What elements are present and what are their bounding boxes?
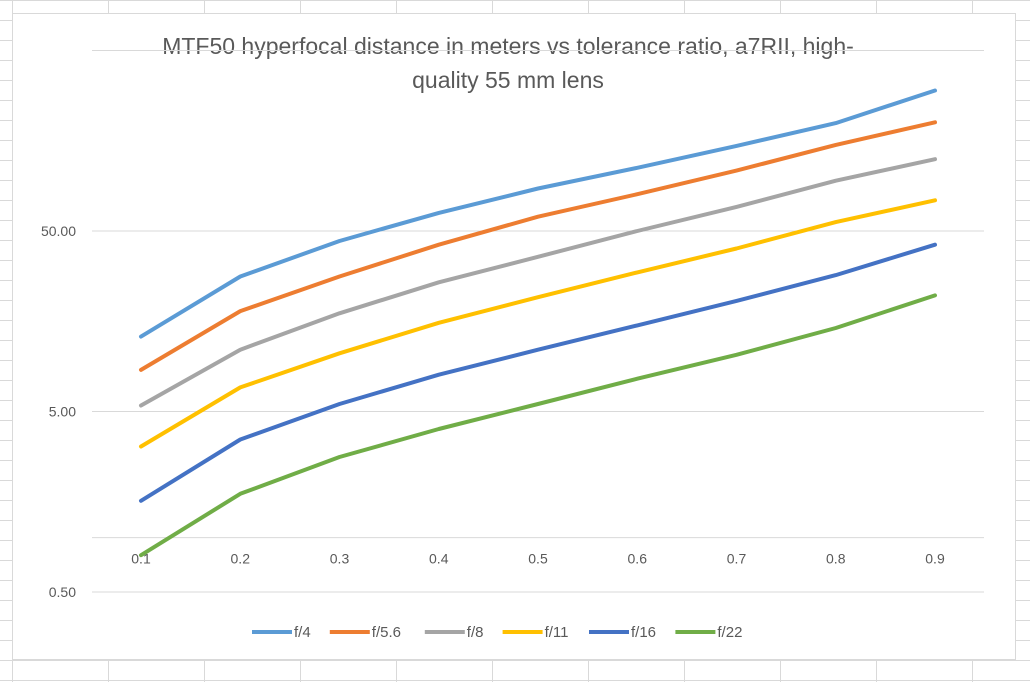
y-tick-label: 0.50 xyxy=(49,584,76,600)
x-tick-label: 0.7 xyxy=(727,551,747,567)
legend-label-0: f/4 xyxy=(294,624,311,641)
y-tick-label: 50.00 xyxy=(41,223,76,239)
chart-title-line-1: MTF50 hyperfocal distance in meters vs t… xyxy=(162,33,854,59)
x-tick-label: 0.6 xyxy=(628,551,648,567)
x-tick-label: 0.1 xyxy=(131,551,151,567)
x-tick-label: 0.5 xyxy=(528,551,548,567)
chart-title-line-2: quality 55 mm lens xyxy=(412,67,604,93)
x-tick-label: 0.2 xyxy=(231,551,251,567)
series-line-4 xyxy=(139,242,937,503)
x-tick-label: 0.3 xyxy=(330,551,350,567)
series-line-0 xyxy=(139,88,937,339)
legend-label-3: f/11 xyxy=(545,624,569,641)
legend-label-2: f/8 xyxy=(467,624,484,641)
legend-label-1: f/5.6 xyxy=(372,624,401,641)
x-tick-label: 0.8 xyxy=(826,551,846,567)
legend-label-4: f/16 xyxy=(631,624,656,641)
x-tick-label: 0.4 xyxy=(429,551,449,567)
series-line-3 xyxy=(139,198,937,449)
y-tick-label: 5.00 xyxy=(49,404,76,420)
legend-label-5: f/22 xyxy=(717,624,742,641)
series-line-2 xyxy=(139,157,937,408)
x-tick-label: 0.9 xyxy=(925,551,945,567)
series-line-1 xyxy=(139,120,937,372)
series-line-5 xyxy=(139,293,937,558)
